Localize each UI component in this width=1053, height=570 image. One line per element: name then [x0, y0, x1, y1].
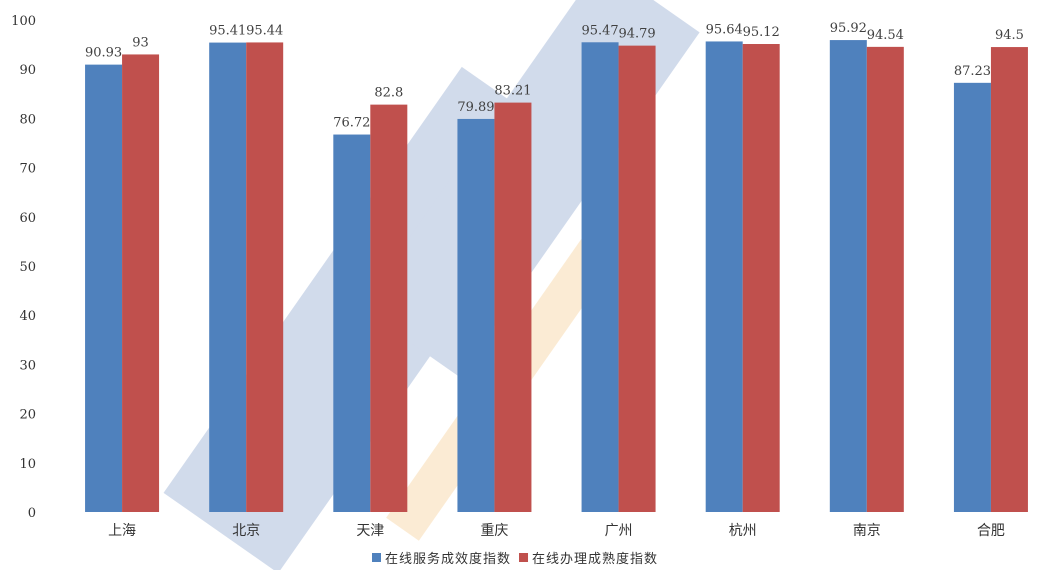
- x-tick-label: 上海: [108, 523, 136, 539]
- x-tick-label: 重庆: [480, 523, 508, 539]
- bar: [494, 102, 532, 512]
- y-tick-label: 50: [19, 260, 36, 275]
- data-label: 95.12: [743, 25, 780, 40]
- bar: [705, 41, 743, 512]
- data-label: 95.64: [706, 22, 743, 37]
- data-label: 94.5: [995, 28, 1024, 43]
- y-tick-label: 60: [19, 211, 36, 226]
- bar: [246, 42, 284, 512]
- bar: [618, 45, 656, 512]
- data-label: 90.93: [85, 46, 122, 61]
- data-label: 95.47: [581, 23, 618, 38]
- bar: [333, 134, 371, 512]
- y-axis: 0 10 20 30 40 50 60 70 80 90 100: [11, 14, 36, 521]
- y-tick-label: 30: [19, 358, 36, 373]
- y-tick-label: 10: [19, 457, 36, 472]
- data-label: 83.21: [494, 84, 531, 99]
- bar: [370, 104, 408, 513]
- bar: [85, 64, 123, 513]
- y-tick-label: 100: [11, 14, 36, 29]
- legend-swatch: [519, 553, 529, 562]
- data-label: 93: [132, 35, 149, 50]
- data-label: 95.44: [246, 23, 283, 38]
- bar: [742, 44, 780, 512]
- x-tick-label: 广州: [605, 523, 633, 539]
- bar: [581, 42, 619, 513]
- y-tick-label: 40: [19, 309, 36, 324]
- bar: [829, 40, 867, 512]
- y-tick-label: 0: [28, 506, 36, 521]
- bar: [457, 118, 495, 513]
- data-label: 87.23: [954, 64, 991, 79]
- y-tick-label: 90: [19, 63, 36, 78]
- x-tick-label: 南京: [853, 523, 881, 539]
- bar: [122, 54, 160, 512]
- bar: [953, 82, 991, 512]
- x-tick-label: 合肥: [977, 523, 1005, 539]
- legend: 在线服务成效度指数 在线办理成熟度指数: [372, 551, 658, 567]
- x-tick-label: 天津: [356, 523, 384, 539]
- bar: [209, 42, 247, 513]
- x-tick-label: 北京: [232, 523, 260, 539]
- bar: [866, 46, 904, 513]
- data-label: 79.89: [457, 100, 494, 115]
- data-label: 94.54: [867, 28, 904, 43]
- y-tick-label: 20: [19, 408, 36, 423]
- legend-label: 在线办理成熟度指数: [532, 551, 658, 567]
- y-tick-label: 80: [19, 112, 36, 127]
- data-label: 95.92: [830, 21, 867, 36]
- x-axis: 上海 北京 天津 重庆 广州 杭州 南京 合肥: [108, 523, 1005, 539]
- bar: [990, 47, 1028, 513]
- legend-label: 在线服务成效度指数: [385, 551, 511, 567]
- data-label: 76.72: [333, 116, 370, 131]
- data-label: 94.79: [618, 27, 655, 42]
- data-label: 95.41: [209, 24, 246, 39]
- data-label: 82.8: [374, 86, 403, 101]
- x-tick-label: 杭州: [729, 523, 757, 539]
- legend-swatch: [372, 553, 381, 562]
- y-tick-label: 70: [19, 162, 36, 177]
- bars: [85, 40, 1028, 513]
